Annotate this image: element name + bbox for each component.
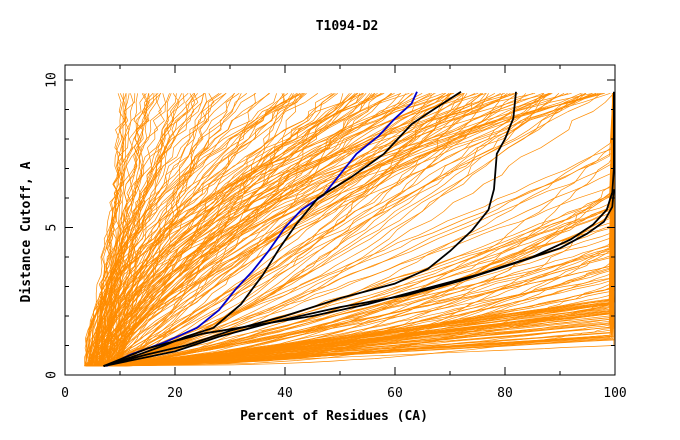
highlight-layer bbox=[103, 91, 615, 367]
model-curve bbox=[92, 93, 155, 367]
x-tick-label: 20 bbox=[167, 386, 183, 401]
model-curve bbox=[91, 93, 614, 367]
model-curve bbox=[86, 92, 515, 367]
black-curve-4 bbox=[103, 189, 615, 367]
model-curve bbox=[96, 92, 461, 367]
model-curve bbox=[92, 92, 383, 367]
chart-title: T1094-D2 bbox=[316, 19, 379, 34]
y-tick-label: 0 bbox=[45, 371, 60, 379]
x-tick-label: 0 bbox=[61, 386, 69, 401]
model-curve bbox=[109, 93, 382, 367]
x-axis-title: Percent of Residues (CA) bbox=[240, 409, 428, 424]
model-curve bbox=[102, 93, 614, 367]
model-curve bbox=[96, 93, 305, 367]
model-curve bbox=[95, 93, 401, 367]
y-tick-label: 10 bbox=[45, 72, 60, 88]
model-curve bbox=[98, 93, 215, 367]
model-curve bbox=[97, 93, 587, 367]
model-curve bbox=[113, 93, 144, 367]
model-curve bbox=[106, 93, 614, 367]
y-tick-label: 5 bbox=[45, 224, 60, 232]
model-curve bbox=[84, 92, 479, 367]
x-tick-label: 60 bbox=[387, 386, 403, 401]
model-curve bbox=[84, 92, 444, 367]
model-curve bbox=[86, 93, 124, 367]
model-curve bbox=[121, 92, 597, 367]
model-curve bbox=[98, 93, 372, 367]
model-curve bbox=[110, 93, 614, 367]
model-curve bbox=[95, 93, 614, 367]
black-curve-2 bbox=[103, 91, 517, 367]
model-curve bbox=[87, 93, 256, 367]
y-axis-title: Distance Cutoff, A bbox=[19, 161, 34, 302]
model-curve bbox=[100, 93, 614, 367]
y-axis-ticks: 0 5 10 bbox=[45, 72, 615, 379]
model-curve bbox=[95, 93, 504, 367]
x-tick-label: 80 bbox=[497, 386, 513, 401]
model-curve bbox=[100, 93, 451, 367]
model-curve bbox=[117, 92, 569, 367]
model-curve bbox=[99, 93, 615, 367]
model-curve bbox=[104, 93, 614, 367]
model-curve bbox=[119, 93, 227, 367]
model-curve bbox=[102, 93, 614, 367]
model-curve bbox=[101, 93, 614, 367]
model-curve bbox=[103, 93, 286, 367]
model-curve bbox=[120, 93, 285, 367]
model-curve bbox=[94, 92, 565, 367]
model-curve bbox=[87, 93, 127, 367]
model-curve bbox=[102, 93, 189, 367]
model-curve bbox=[89, 93, 614, 367]
model-curve bbox=[108, 93, 205, 367]
model-curve bbox=[88, 92, 605, 367]
model-curve bbox=[115, 93, 365, 367]
model-curve bbox=[109, 93, 615, 367]
model-curve bbox=[99, 93, 285, 367]
model-curve bbox=[99, 92, 586, 367]
model-curve bbox=[122, 92, 587, 367]
model-curve bbox=[89, 93, 199, 367]
model-curve bbox=[106, 93, 257, 367]
model-curve bbox=[90, 92, 476, 367]
model-curve bbox=[109, 93, 338, 367]
model-curve bbox=[97, 93, 172, 367]
model-curve bbox=[93, 93, 207, 367]
model-curve bbox=[84, 93, 277, 367]
blue-curve bbox=[105, 91, 418, 367]
model-curve bbox=[94, 93, 615, 367]
model-curve bbox=[86, 93, 248, 367]
model-curve bbox=[119, 93, 434, 367]
model-curve bbox=[89, 93, 615, 367]
model-curve bbox=[90, 93, 614, 367]
model-curve bbox=[97, 93, 614, 367]
model-curve bbox=[102, 93, 614, 367]
model-curve bbox=[116, 93, 614, 367]
x-tick-label: 40 bbox=[277, 386, 293, 401]
model-curve bbox=[102, 93, 149, 367]
model-curve bbox=[101, 93, 482, 367]
model-curve bbox=[108, 93, 319, 367]
model-curve bbox=[93, 93, 615, 367]
x-axis-ticks: 0 20 40 60 80 100 bbox=[61, 65, 627, 401]
model-curve bbox=[106, 93, 166, 367]
model-curve bbox=[95, 93, 614, 367]
model-curve bbox=[108, 93, 614, 367]
model-curve bbox=[101, 92, 505, 367]
model-curve bbox=[90, 93, 614, 367]
model-curve bbox=[94, 93, 198, 367]
model-curve bbox=[115, 92, 455, 367]
model-curve bbox=[113, 93, 468, 367]
model-curve bbox=[84, 92, 402, 367]
model-curve bbox=[118, 93, 550, 367]
x-tick-label: 100 bbox=[603, 386, 626, 401]
model-curve bbox=[93, 93, 450, 367]
model-curve bbox=[113, 92, 432, 367]
model-curve bbox=[106, 93, 483, 367]
model-curve bbox=[104, 93, 602, 367]
